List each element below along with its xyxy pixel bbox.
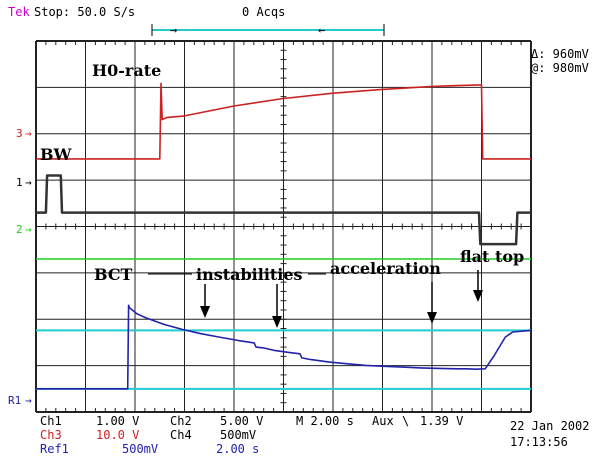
ref1-label: Ref1 bbox=[40, 442, 69, 456]
ref1-marker-arrow-icon: → bbox=[25, 394, 32, 407]
trigger-slope-icon: \ bbox=[402, 414, 409, 428]
ch1-marker-arrow-icon: → bbox=[25, 176, 32, 189]
cursor-delta-readout: Δ: 960mV bbox=[531, 47, 589, 61]
annotation-h0-rate: H0-rate bbox=[92, 61, 161, 80]
trigger-position-arrow-icon: → bbox=[170, 23, 177, 37]
acquisition-count: 0 Acqs bbox=[242, 5, 285, 19]
ch1-scale: 1.00 V bbox=[96, 414, 139, 428]
graticule bbox=[35, 40, 532, 413]
ref1-scale: 500mV bbox=[122, 442, 158, 456]
ch3-label: Ch3 bbox=[40, 428, 62, 442]
record-position-bar: → ← bbox=[151, 23, 385, 37]
ch2-scale: 5.00 V bbox=[220, 414, 263, 428]
ch4-label: Ch4 bbox=[170, 428, 192, 442]
acquisition-status: Stop: 50.0 S/s bbox=[34, 5, 135, 19]
ch1-label: Ch1 bbox=[40, 414, 62, 428]
ref1-time: 2.00 s bbox=[216, 442, 259, 456]
annotation-bct: BCT bbox=[94, 265, 133, 284]
trace-h0-rate bbox=[36, 82, 531, 160]
trace-bct bbox=[36, 304, 532, 390]
annotation-flat-top: flat top bbox=[460, 247, 524, 266]
annotation-instabilities: instabilities bbox=[196, 265, 303, 284]
ch2-marker-arrow-icon: → bbox=[25, 223, 32, 236]
record-start-arrow-icon: ← bbox=[318, 23, 325, 37]
brand-label: Tek bbox=[8, 5, 30, 19]
annotation-bw: BW bbox=[40, 145, 73, 164]
ch1-marker: 1 bbox=[16, 176, 23, 189]
timebase-readout: M 2.00 s bbox=[296, 414, 354, 428]
cursor-at-readout: @: 980mV bbox=[531, 61, 589, 75]
ref1-marker: R1 bbox=[8, 394, 21, 407]
trigger-source: Aux bbox=[372, 414, 394, 428]
ch2-marker: 2 bbox=[16, 223, 23, 236]
traces bbox=[36, 82, 532, 390]
status-bar: Ch1 1.00 V Ch2 5.00 V M 2.00 s Aux \ 1.3… bbox=[40, 414, 589, 456]
annotation-arrows bbox=[148, 270, 483, 328]
ch4-scale: 500mV bbox=[220, 428, 256, 442]
annotation-acceleration: acceleration bbox=[330, 259, 441, 278]
trigger-level: 1.39 V bbox=[420, 414, 463, 428]
ch2-label: Ch2 bbox=[170, 414, 192, 428]
capture-time: 17:13:56 bbox=[510, 435, 568, 449]
ch3-marker: 3 bbox=[16, 127, 23, 140]
ch3-scale: 10.0 V bbox=[96, 428, 139, 442]
trace-bw bbox=[36, 174, 531, 246]
capture-date: 22 Jan 2002 bbox=[510, 419, 589, 433]
ch3-marker-arrow-icon: → bbox=[25, 127, 32, 140]
